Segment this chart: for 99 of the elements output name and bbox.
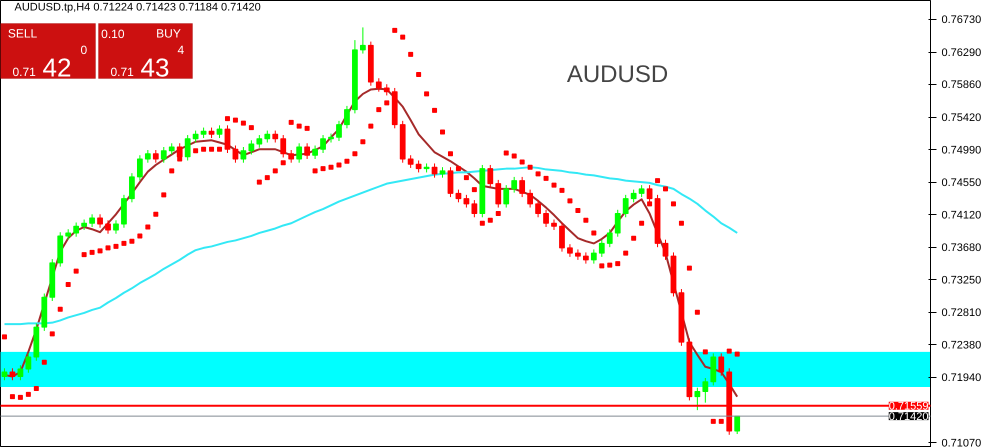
candlestick (136, 154, 143, 182)
annotation: 0 (80, 43, 88, 57)
candlestick (65, 228, 72, 240)
candlestick (432, 162, 438, 178)
candlestick (464, 194, 470, 208)
candlestick (144, 150, 151, 164)
y-tick-label: 0.76730 (942, 14, 982, 26)
candlestick (296, 142, 302, 164)
candlestick (256, 134, 262, 148)
candlestick (152, 150, 159, 164)
candlestick (471, 200, 478, 218)
candlestick (590, 248, 597, 264)
candlestick (662, 239, 668, 260)
candlestick (702, 377, 708, 404)
candlestick (208, 127, 214, 139)
candlestick (18, 364, 24, 381)
candlestick (232, 145, 238, 164)
candlestick (2, 368, 8, 381)
candlestick (638, 184, 645, 198)
candlestick (527, 189, 534, 208)
candlestick (304, 142, 310, 160)
annotation: SELL (8, 26, 38, 40)
candlestick (264, 130, 270, 144)
annotation: 4 (178, 43, 184, 57)
candlestick (105, 220, 111, 234)
candlestick (168, 142, 175, 155)
candlestick (288, 150, 294, 164)
annotation: AUDUSD.tp,H4 0.71224 0.71423 0.71184 0.71420 (14, 2, 261, 14)
candlestick (320, 134, 326, 154)
candlestick (495, 179, 502, 208)
candlestick (575, 248, 581, 260)
candlestick (73, 222, 80, 238)
candlestick (582, 252, 589, 264)
candlestick (606, 228, 613, 248)
candlestick (81, 219, 88, 230)
candlestick (25, 352, 32, 374)
y-tick-label: 0.71070 (942, 437, 982, 447)
candlestick (734, 416, 740, 435)
candlestick (360, 26, 366, 54)
candlestick (192, 130, 199, 144)
candlestick (519, 176, 526, 198)
candlestick (448, 166, 454, 198)
candlestick (280, 134, 286, 158)
candlestick (224, 124, 230, 154)
candlestick (113, 220, 119, 234)
candlestick (240, 146, 246, 164)
y-tick-label: 0.73250 (942, 274, 982, 286)
candlestick (272, 130, 278, 144)
candlestick (160, 146, 167, 164)
candlestick (336, 120, 342, 142)
annotation: 0.71 (110, 65, 134, 79)
candlestick (535, 200, 541, 218)
text: AUDUSD (566, 61, 668, 88)
candlestick (543, 209, 549, 228)
candlestick (511, 176, 518, 194)
candlestick (487, 164, 494, 188)
annotation: BUY (156, 26, 181, 40)
candlestick (622, 194, 629, 218)
annotation: 43 (140, 52, 170, 82)
candlestick (718, 352, 724, 376)
ref-line-label: 0.71559 (888, 400, 929, 413)
y-tick-label: 0.74120 (942, 209, 982, 222)
y-tick-label: 0.75420 (942, 112, 982, 124)
line-series (3, 166, 738, 326)
candlestick (614, 209, 621, 238)
candlestick (248, 140, 254, 155)
y-tick-label: 0.72380 (942, 339, 982, 352)
candlestick (312, 145, 318, 160)
y-tick-label: 0.75860 (942, 79, 982, 92)
candlestick (456, 189, 462, 203)
candlestick (344, 105, 350, 129)
candlestick (567, 244, 573, 258)
candlestick (416, 160, 422, 173)
candlestick (503, 184, 510, 208)
candlestick (559, 222, 565, 252)
candlestick (551, 219, 557, 230)
candlestick (184, 134, 191, 161)
y-tick-label: 0.76290 (942, 47, 982, 60)
candlestick (97, 214, 103, 228)
candlestick (376, 78, 382, 92)
annotation: 0.10 (101, 27, 125, 41)
y-tick-label: 0.73680 (942, 242, 982, 254)
candlestick (10, 368, 16, 381)
annotation: 0.71 (12, 65, 36, 79)
candlestick (89, 214, 95, 228)
candlestick (200, 127, 206, 139)
candlestick (440, 166, 446, 178)
y-tick-label: 0.74550 (942, 177, 982, 190)
candlestick (598, 239, 605, 258)
candlestick (216, 124, 222, 139)
y-tick-label: 0.72810 (942, 307, 982, 320)
annotation: 42 (42, 52, 72, 82)
candlestick (408, 154, 414, 168)
candlestick (630, 189, 637, 203)
candlestick (129, 172, 135, 203)
y-tick-label: 0.74990 (942, 144, 982, 156)
candlestick (694, 387, 700, 411)
y-tick-label: 0.71940 (942, 372, 982, 384)
candlestick (384, 84, 390, 96)
